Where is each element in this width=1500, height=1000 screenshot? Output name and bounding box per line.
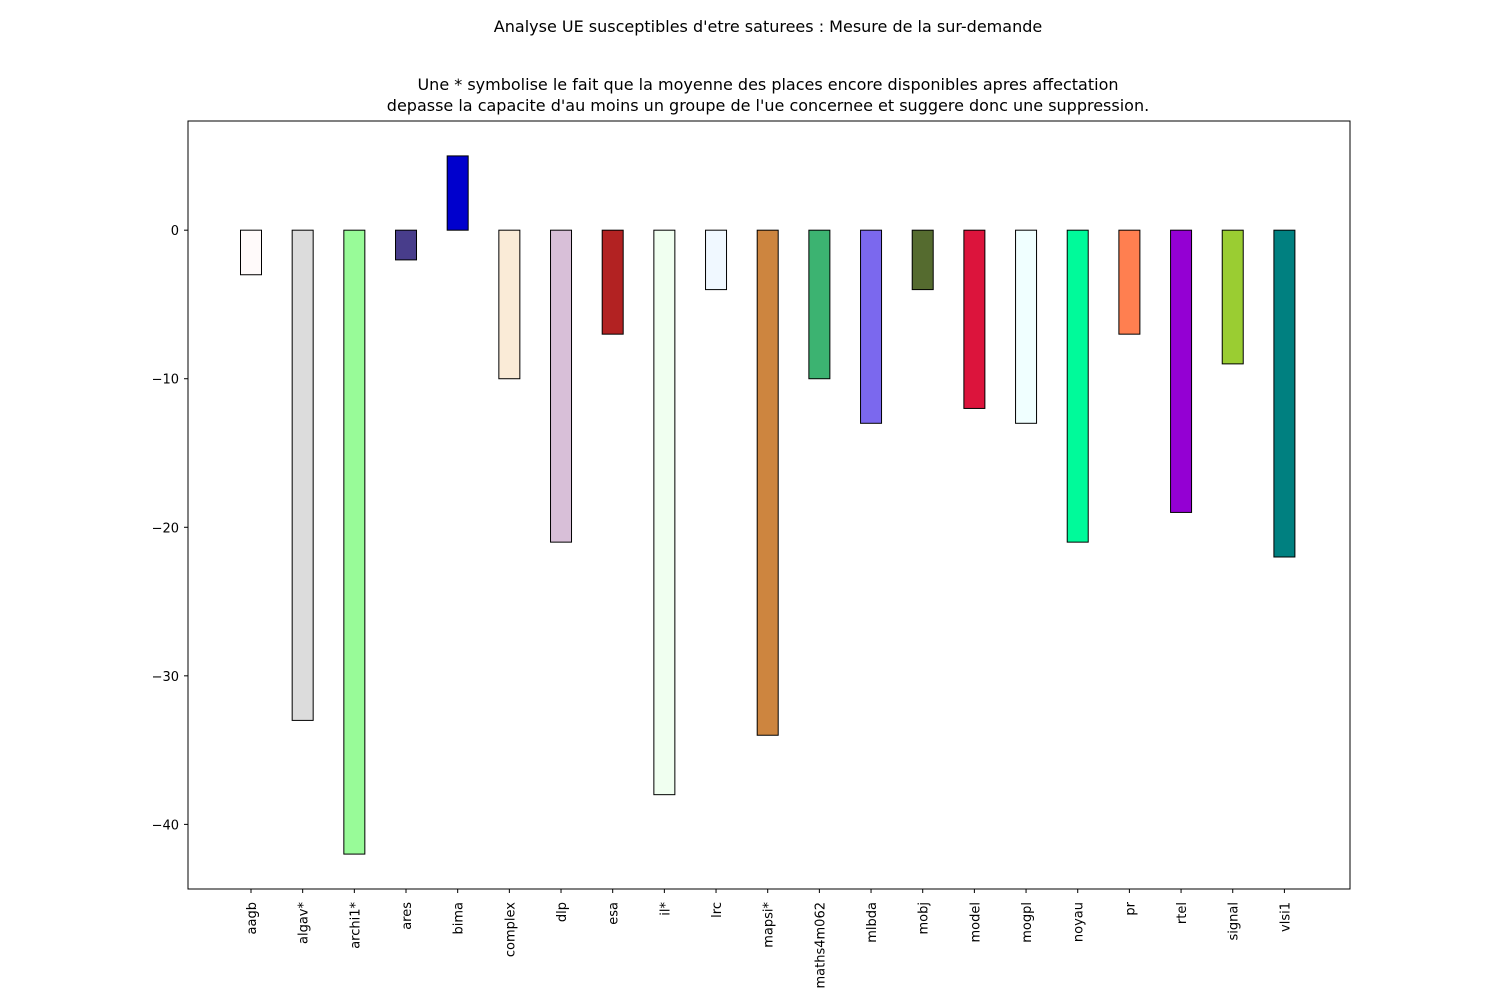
bar-mapsi [756, 229, 779, 736]
x-tick-label: rtel [1175, 902, 1190, 924]
bar-mobj [911, 229, 934, 291]
y-tick-label: −10 [152, 373, 179, 388]
y-tick-label: 0 [171, 224, 179, 239]
x-tick-label: mogpl [1020, 902, 1035, 943]
bar-lrc [705, 229, 728, 291]
bar-model [963, 229, 986, 409]
chart-suptitle: Analyse UE susceptibles d'etre saturees … [493, 17, 1043, 36]
x-tick-label: pr [1123, 901, 1138, 915]
chart-title: Une * symbolise le fait que la moyenne d… [190, 74, 1346, 116]
bar-bima [446, 155, 469, 231]
chart-title-line-1: Une * symbolise le fait que la moyenne d… [417, 75, 1119, 94]
bar-algav [291, 229, 314, 721]
bar-esa [601, 229, 624, 335]
x-tick-label: il* [658, 902, 673, 916]
x-tick-label: aagb [245, 902, 260, 934]
x-tick-label: complex [503, 902, 518, 957]
y-axis: 0 −10 −20 −30 −40 [152, 224, 188, 833]
x-tick-label: model [968, 902, 983, 942]
bar-mlbda [860, 229, 883, 424]
x-tick-label: ares [400, 902, 415, 930]
y-tick-label: −30 [152, 670, 179, 685]
x-tick-label: noyau [1072, 902, 1087, 942]
bar-complex [498, 229, 521, 380]
x-tick-label: esa [607, 902, 622, 925]
x-tick-label: maths4m062 [813, 902, 828, 989]
x-tick-label: vlsi1 [1278, 902, 1293, 932]
bar-noyau [1066, 229, 1089, 543]
x-tick-label: mlbda [865, 902, 880, 943]
bar-pr [1118, 229, 1141, 335]
y-tick-label: −40 [152, 818, 179, 833]
y-tick-label: −20 [152, 521, 179, 536]
x-tick-label: bima [452, 902, 467, 935]
x-tick-label: lrc [710, 902, 725, 918]
x-tick-label: mobj [917, 902, 932, 934]
bar-mogpl [1015, 229, 1038, 424]
x-tick-label: signal [1227, 902, 1242, 940]
x-tick-label: algav* [297, 902, 312, 944]
bar-rtel [1170, 229, 1193, 513]
axes-frame [187, 120, 1351, 890]
x-tick-label: archi1* [348, 902, 363, 949]
bar-archi1 [343, 229, 366, 855]
x-axis: aagb algav* archi1* ares bima complex dlp esa il… [245, 889, 1293, 989]
bar-signal [1221, 229, 1244, 365]
chart-title-line-2: depasse la capacite d'au moins un groupe… [386, 96, 1150, 115]
bar-ares [395, 229, 418, 261]
x-tick-label: mapsi* [762, 902, 777, 948]
bar-dlp [550, 229, 573, 543]
x-tick-label: dlp [555, 902, 570, 922]
bars-group [240, 155, 1296, 855]
bar-il [653, 229, 676, 796]
bar-vlsi1 [1273, 229, 1296, 558]
bar-maths4m062 [808, 229, 831, 380]
bar-aagb [240, 229, 262, 276]
